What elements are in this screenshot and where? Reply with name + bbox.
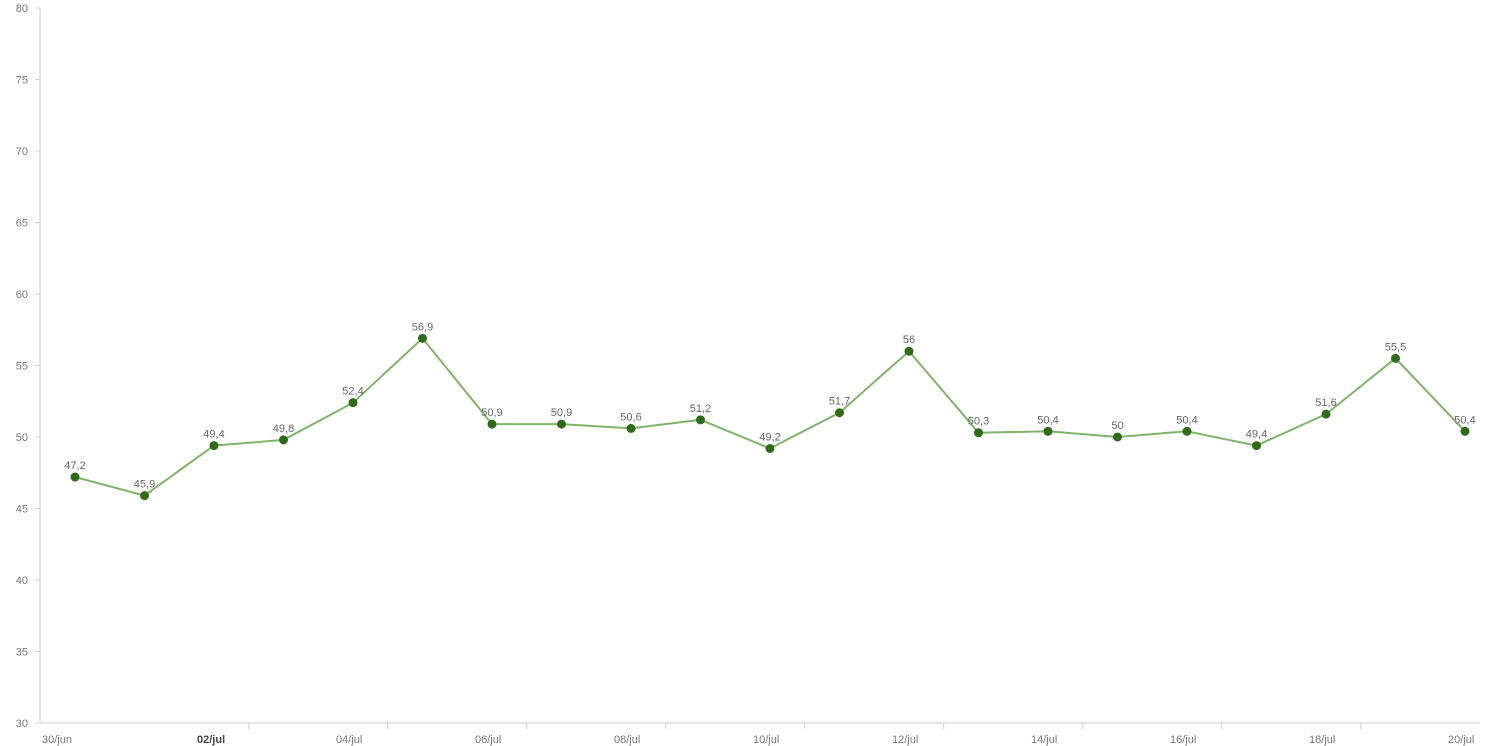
data-label: 51,6 bbox=[1315, 397, 1336, 409]
data-point bbox=[209, 441, 219, 451]
data-label: 51,7 bbox=[829, 396, 850, 408]
data-point bbox=[140, 491, 149, 501]
x-tick-label: 18/jul bbox=[1309, 734, 1335, 746]
data-point bbox=[765, 443, 775, 453]
data-label: 50,4 bbox=[1454, 414, 1475, 426]
data-label: 56 bbox=[903, 334, 915, 346]
data-point bbox=[279, 435, 288, 445]
data-label: 52,4 bbox=[342, 386, 363, 398]
data-point bbox=[1391, 353, 1400, 363]
data-label: 50,6 bbox=[620, 411, 641, 423]
data-point bbox=[626, 423, 636, 433]
data-label: 49,8 bbox=[273, 423, 294, 435]
y-tick-label: 45 bbox=[16, 504, 28, 516]
data-label: 50,9 bbox=[551, 407, 572, 419]
y-tick-label: 65 bbox=[16, 218, 28, 230]
data-label: 50,4 bbox=[1037, 414, 1058, 426]
data-point bbox=[974, 428, 983, 438]
data-point bbox=[70, 472, 80, 482]
chart-axes bbox=[39, 8, 1480, 724]
data-point bbox=[1321, 409, 1331, 419]
data-point bbox=[1182, 426, 1192, 436]
data-label: 50,4 bbox=[1176, 414, 1197, 426]
y-tick-label: 50 bbox=[16, 432, 28, 444]
x-tick-label: 20/jul bbox=[1448, 734, 1474, 746]
x-tick-label: 14/jul bbox=[1031, 734, 1057, 746]
data-point bbox=[557, 419, 566, 429]
x-tick-label: 16/jul bbox=[1170, 734, 1196, 746]
x-axis-ticks: 30/jun 02/jul 04/jul 06/jul 08/jul 10/jul 12/j… bbox=[42, 723, 1474, 746]
data-label: 47,2 bbox=[64, 460, 85, 472]
data-point bbox=[487, 419, 497, 429]
x-tick-label: 04/jul bbox=[336, 734, 362, 746]
y-tick-label: 60 bbox=[16, 289, 28, 301]
data-label: 49,4 bbox=[203, 429, 224, 441]
y-tick-label: 75 bbox=[16, 75, 28, 87]
y-tick-label: 80 bbox=[16, 3, 28, 15]
y-tick-label: 40 bbox=[16, 575, 28, 587]
data-label: 50 bbox=[1111, 420, 1123, 432]
x-tick-label: 02/jul bbox=[197, 734, 225, 746]
x-tick-label: 06/jul bbox=[475, 734, 501, 746]
data-point bbox=[1043, 426, 1053, 436]
x-tick-label: 12/jul bbox=[892, 734, 918, 746]
y-tick-label: 35 bbox=[16, 647, 28, 659]
data-label: 49,4 bbox=[1246, 429, 1267, 441]
x-tick-label: 08/jul bbox=[614, 734, 640, 746]
data-point bbox=[904, 346, 914, 356]
y-tick-label: 30 bbox=[16, 718, 28, 730]
data-point bbox=[418, 333, 427, 343]
data-point bbox=[348, 398, 358, 408]
data-label: 49,2 bbox=[759, 431, 780, 443]
series-line bbox=[74, 337, 1466, 497]
data-label: 56,9 bbox=[412, 321, 433, 333]
y-tick-label: 55 bbox=[16, 361, 28, 373]
y-tick-label: 70 bbox=[16, 146, 28, 158]
data-point bbox=[1252, 441, 1261, 451]
data-label: 45,9 bbox=[134, 479, 155, 491]
y-axis-ticks: 30 35 40 45 50 55 60 65 70 75 80 bbox=[16, 3, 40, 730]
data-label: 51,2 bbox=[690, 403, 711, 415]
data-point bbox=[1460, 426, 1470, 436]
x-tick-label: 30/jun bbox=[42, 734, 72, 746]
data-label: 50,9 bbox=[481, 407, 502, 419]
plot-area: 47,2 45,9 49,4 49,8 52,4 56,9 50,9 50,9 50,6 51,2… bbox=[64, 321, 1476, 501]
data-point bbox=[696, 415, 705, 425]
data-label: 50,3 bbox=[968, 416, 989, 428]
data-label: 55,5 bbox=[1385, 341, 1406, 353]
data-point bbox=[835, 408, 844, 418]
x-tick-label: 10/jul bbox=[753, 734, 779, 746]
data-point bbox=[1113, 432, 1122, 442]
